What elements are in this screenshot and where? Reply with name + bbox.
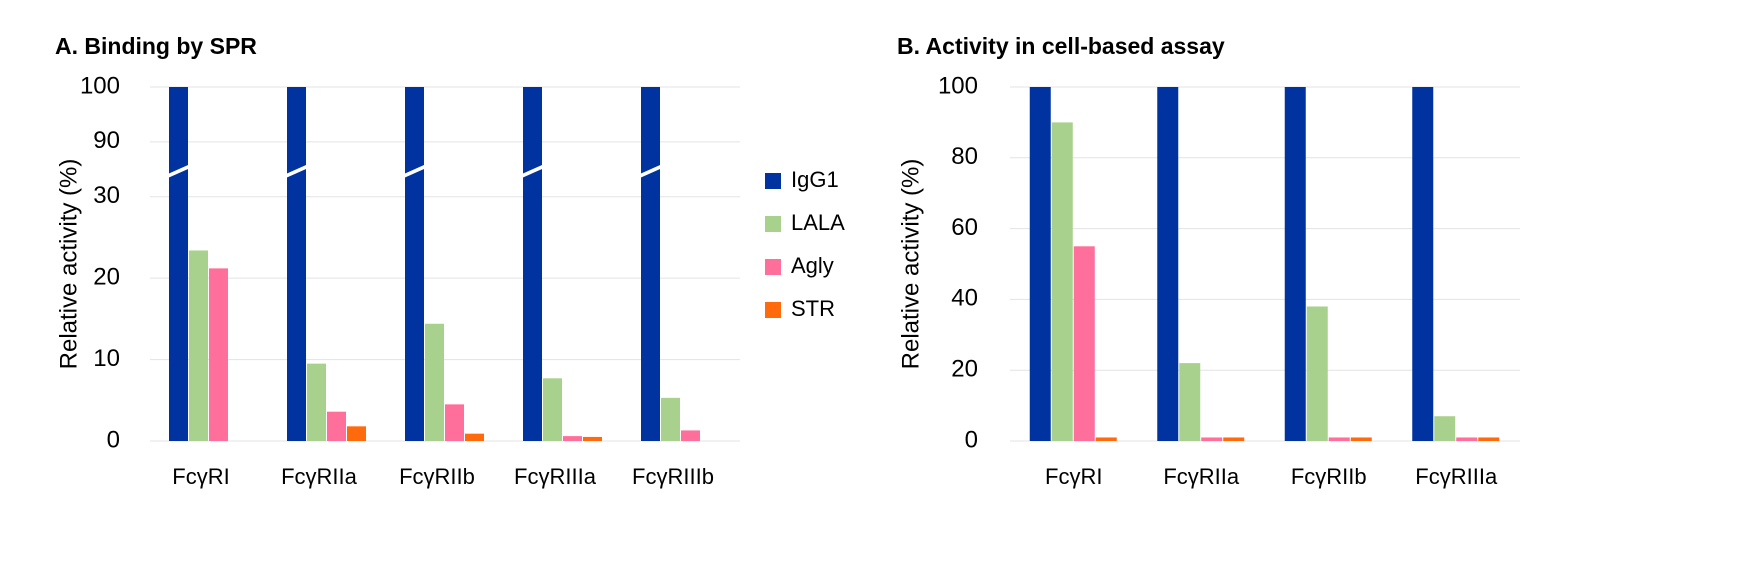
legend-label: STR	[791, 296, 835, 321]
bar	[465, 433, 484, 441]
legend-swatch	[765, 173, 781, 189]
bar	[1095, 437, 1117, 441]
bar	[347, 426, 366, 441]
axis-break-mark	[165, 163, 192, 180]
bar	[583, 436, 602, 441]
bar	[1350, 437, 1372, 441]
bar	[1179, 363, 1201, 441]
y-tick-label: 80	[951, 143, 978, 170]
bar	[1223, 437, 1245, 441]
bar	[287, 87, 306, 441]
y-tick-label: 40	[951, 285, 978, 312]
bar	[327, 411, 346, 441]
bar	[445, 404, 464, 441]
legend-swatch	[765, 216, 781, 232]
bar	[209, 268, 228, 441]
y-axis-title: Relative activity (%)	[55, 159, 82, 370]
y-tick-label: 100	[80, 72, 120, 99]
bar	[189, 250, 208, 441]
bar	[641, 87, 660, 441]
bar	[1306, 306, 1328, 441]
x-tick-label: FcγRIIb	[1291, 464, 1367, 489]
legend-label: Agly	[791, 253, 834, 278]
y-tick-label: 0	[107, 426, 120, 453]
x-tick-label: FcγRIIa	[281, 464, 358, 489]
y-tick-label: 20	[951, 356, 978, 383]
x-tick-label: FcγRI	[172, 464, 229, 489]
axis-break-mark	[401, 163, 428, 180]
y-tick-label: 20	[93, 264, 120, 291]
axis-break-mark	[519, 163, 546, 180]
bar	[1201, 437, 1223, 441]
bar	[405, 87, 424, 441]
x-tick-label: FcγRIIa	[1163, 464, 1240, 489]
y-tick-label: 10	[93, 345, 120, 372]
y-tick-label: 90	[93, 127, 120, 154]
bar	[1328, 437, 1350, 441]
y-tick-label: 60	[951, 214, 978, 241]
bar	[1029, 87, 1051, 441]
bar	[307, 363, 326, 441]
bar	[1478, 437, 1500, 441]
bar	[169, 87, 188, 441]
bar	[425, 323, 444, 441]
bar	[543, 378, 562, 441]
bar	[1284, 87, 1306, 441]
legend-label: LALA	[791, 210, 845, 235]
legend-label: IgG1	[791, 167, 839, 192]
y-tick-label: 0	[965, 426, 978, 453]
bar	[1157, 87, 1179, 441]
bar	[523, 87, 542, 441]
bar	[1456, 437, 1478, 441]
chart-title: B. Activity in cell-based assay	[897, 33, 1225, 59]
x-tick-label: FcγRIIIa	[1415, 464, 1498, 489]
y-tick-label: 100	[938, 72, 978, 99]
bar	[1434, 416, 1456, 441]
legend-swatch	[765, 259, 781, 275]
bar	[1412, 87, 1434, 441]
bar	[1073, 246, 1095, 441]
x-tick-label: FcγRIIIa	[514, 464, 597, 489]
x-tick-label: FcγRIIb	[399, 464, 475, 489]
bar	[681, 430, 700, 441]
axis-break-mark	[637, 163, 664, 180]
chart-title: A. Binding by SPR	[55, 33, 257, 59]
x-tick-label: FcγRIIIb	[632, 464, 714, 489]
axis-break-mark	[283, 163, 310, 180]
bar	[563, 436, 582, 441]
x-tick-label: FcγRI	[1045, 464, 1102, 489]
y-axis-title: Relative activity (%)	[897, 159, 924, 370]
y-tick-label: 30	[93, 182, 120, 209]
bar	[1051, 122, 1073, 442]
legend-swatch	[765, 302, 781, 318]
bar	[661, 397, 680, 441]
